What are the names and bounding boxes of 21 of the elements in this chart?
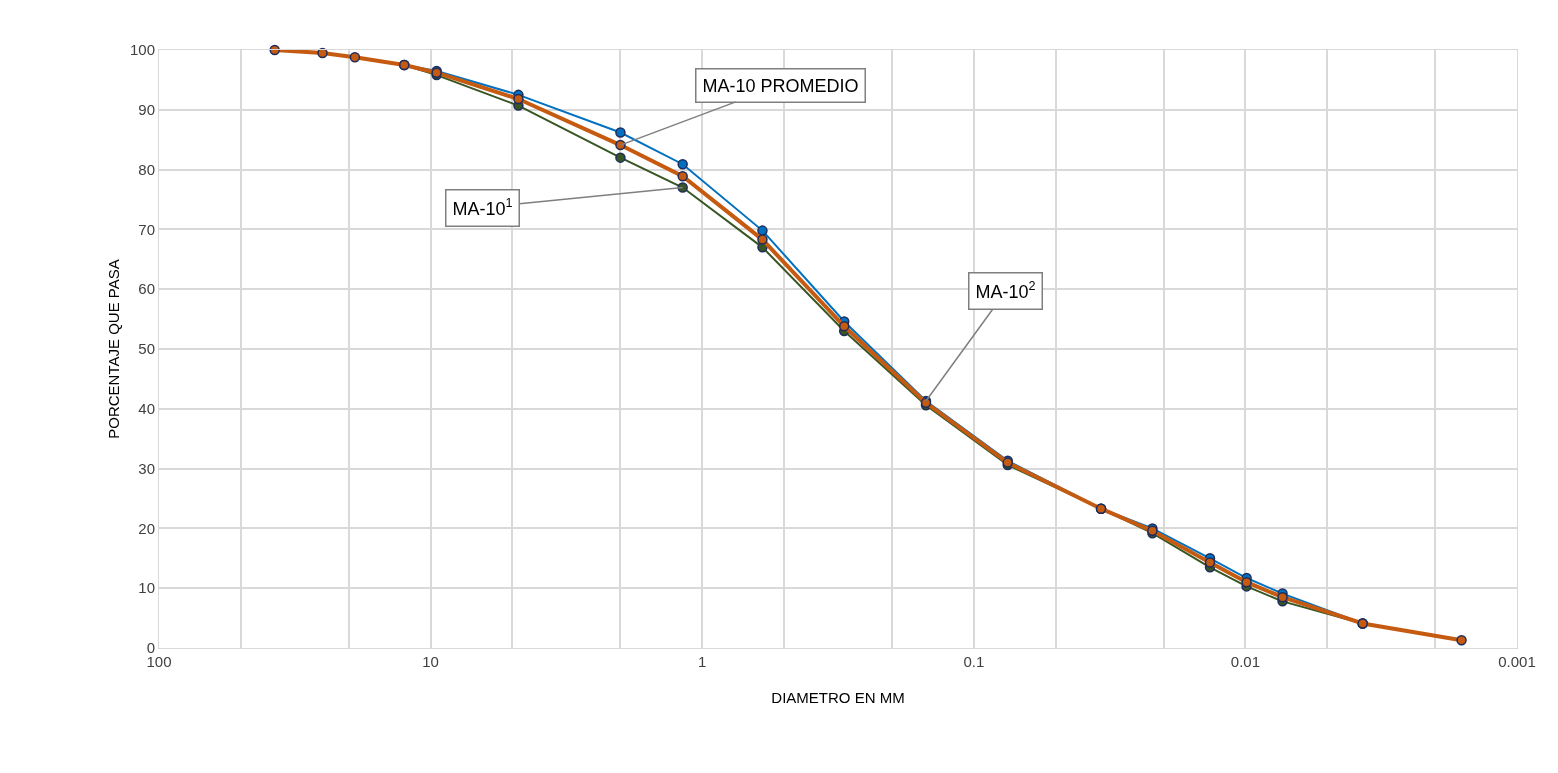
y-tick-label: 40 (138, 400, 155, 418)
y-tick-label: 70 (138, 220, 155, 238)
y-tick-label: 20 (138, 519, 155, 537)
annotation: MA-10 PROMEDIO (702, 75, 859, 96)
x-tick-label: 0.1 (963, 653, 985, 670)
x-tick-label: 0.01 (1230, 653, 1260, 670)
x-tick-label: 10 (422, 653, 439, 670)
y-tick-label: 10 (138, 579, 155, 597)
y-tick-label: 50 (138, 340, 155, 358)
annotation: MA-10$^{1}$ (452, 196, 513, 220)
x-tick-label: 0.001 (1498, 653, 1536, 670)
annotation: MA-10$^{2}$ (975, 279, 1036, 303)
y-tick-label: 60 (138, 280, 155, 298)
y-tick-label: 100 (129, 41, 155, 59)
y-tick-label: 30 (138, 459, 155, 477)
y-tick-label: 0 (146, 639, 155, 657)
x-tick-label: 1 (698, 653, 707, 670)
y-tick-label: 80 (138, 160, 155, 178)
y-tick-label: 90 (138, 101, 155, 119)
y-axis-title: PORCENTAJE QUE PASA (105, 259, 122, 439)
x-axis-title: DIAMETRO EN MM (771, 689, 905, 706)
